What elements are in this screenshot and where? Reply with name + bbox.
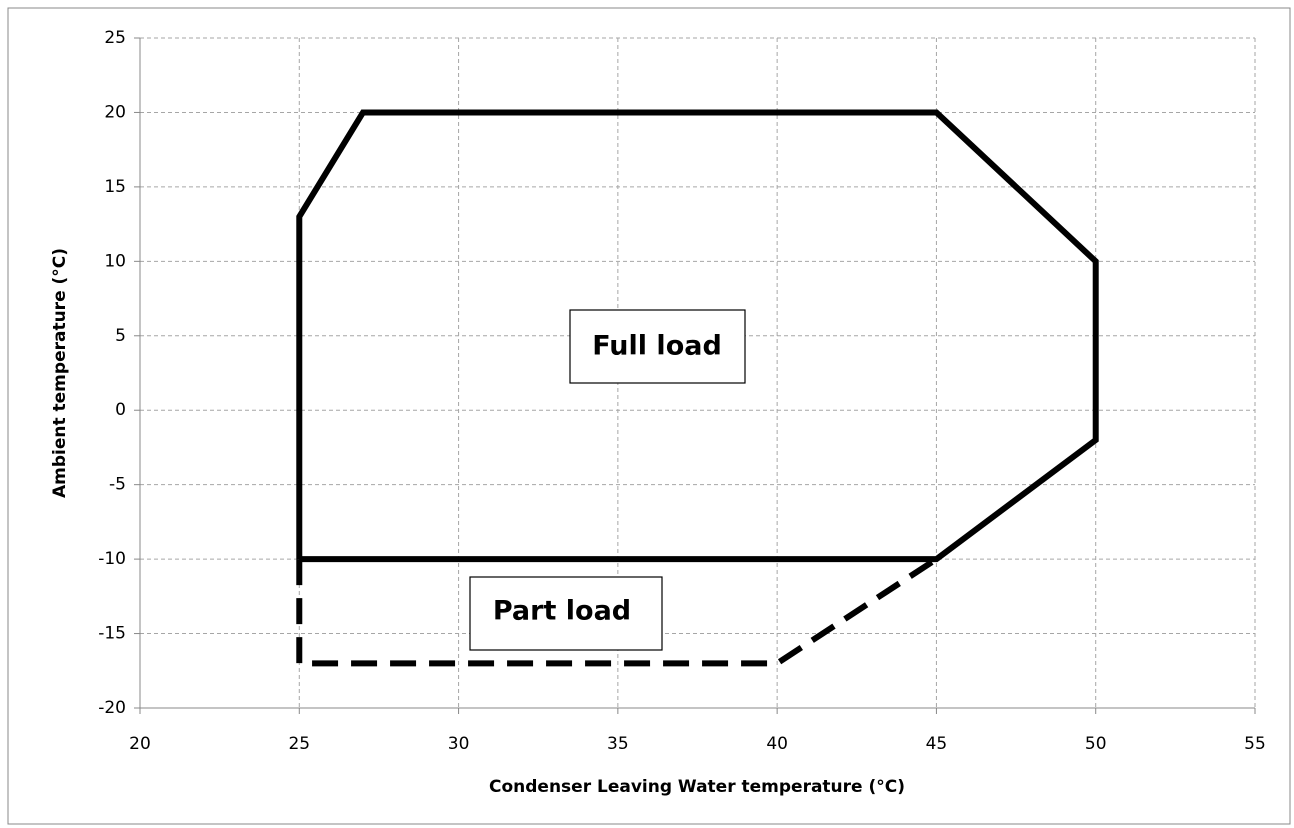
x-tick-label: 20 [129, 734, 151, 754]
annotation: Full load [592, 331, 722, 362]
y-tick-label: -5 [109, 475, 126, 495]
y-tick-label: 0 [115, 400, 126, 420]
y-tick-label: 10 [104, 251, 126, 271]
y-tick-label: -15 [98, 624, 126, 644]
x-tick-label: 40 [766, 734, 788, 754]
x-tick-label: 25 [288, 734, 310, 754]
x-tick-label: 55 [1244, 734, 1266, 754]
y-axis-title: Ambient temperature (°C) [50, 248, 70, 498]
series-line [296, 109, 1099, 563]
annotation-box [469, 576, 663, 651]
y-tick-label: -10 [98, 549, 126, 569]
y-tick-label: -20 [98, 698, 126, 718]
y-tick-label: 5 [115, 326, 126, 346]
y-tick-label: 15 [104, 177, 126, 197]
annotation-box [569, 309, 746, 384]
x-tick-label: 45 [926, 734, 948, 754]
chart-frame [7, 7, 1291, 825]
x-tick-label: 50 [1085, 734, 1107, 754]
x-tick-label: 30 [448, 734, 470, 754]
annotation: Part load [493, 596, 631, 627]
x-tick-label: 35 [607, 734, 629, 754]
x-axis-title: Condenser Leaving Water temperature (°C) [489, 777, 905, 797]
series-line [296, 556, 939, 667]
y-tick-label: 20 [104, 102, 126, 122]
y-tick-label: 25 [104, 28, 126, 48]
